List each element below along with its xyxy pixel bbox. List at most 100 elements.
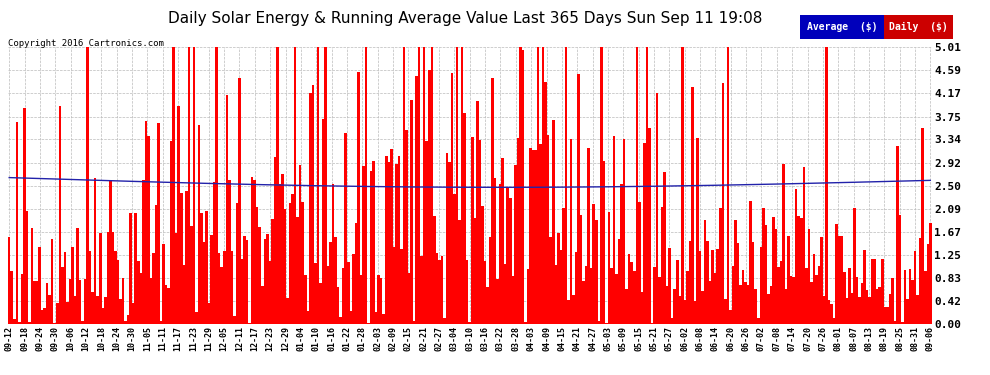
Bar: [423, 47, 426, 324]
Bar: [671, 318, 673, 324]
Bar: [613, 136, 615, 324]
Bar: [787, 236, 790, 324]
Bar: [387, 162, 390, 324]
Bar: [623, 139, 626, 324]
Bar: [572, 295, 575, 324]
Bar: [271, 219, 273, 324]
Bar: [18, 322, 21, 324]
Bar: [167, 288, 170, 324]
Bar: [154, 205, 157, 324]
Bar: [549, 237, 552, 324]
Bar: [109, 181, 112, 324]
Bar: [917, 295, 919, 324]
Bar: [496, 279, 499, 324]
Bar: [792, 277, 795, 324]
Bar: [26, 211, 28, 324]
Bar: [180, 193, 182, 324]
Bar: [658, 277, 660, 324]
Bar: [673, 290, 676, 324]
Bar: [46, 283, 49, 324]
Bar: [863, 250, 866, 324]
Bar: [544, 82, 546, 324]
Bar: [132, 303, 135, 324]
Bar: [317, 47, 319, 324]
Text: Copyright 2016 Cartronics.com: Copyright 2016 Cartronics.com: [8, 39, 163, 48]
Bar: [41, 310, 44, 324]
Bar: [810, 282, 813, 324]
Bar: [213, 182, 216, 324]
Bar: [468, 322, 471, 324]
Bar: [929, 223, 932, 324]
Bar: [332, 184, 335, 324]
Bar: [780, 261, 782, 324]
Bar: [446, 153, 448, 324]
Bar: [164, 285, 167, 324]
Bar: [848, 268, 850, 324]
Bar: [44, 308, 46, 324]
Bar: [712, 250, 714, 324]
Bar: [114, 251, 117, 324]
Bar: [145, 122, 148, 324]
Bar: [540, 144, 542, 324]
Bar: [327, 266, 330, 324]
Bar: [719, 208, 722, 324]
Bar: [845, 298, 848, 324]
Bar: [855, 277, 858, 324]
Bar: [598, 321, 600, 324]
Bar: [843, 272, 845, 324]
Bar: [818, 266, 821, 324]
Bar: [104, 297, 107, 324]
Bar: [31, 228, 34, 324]
Bar: [575, 252, 577, 324]
Bar: [299, 165, 302, 324]
Bar: [714, 273, 717, 324]
Bar: [559, 250, 562, 324]
Bar: [896, 146, 899, 324]
Bar: [125, 321, 127, 324]
Bar: [600, 47, 603, 324]
Bar: [362, 166, 364, 324]
Bar: [218, 253, 221, 324]
Bar: [86, 47, 89, 324]
Bar: [889, 294, 891, 324]
Bar: [590, 268, 592, 324]
Bar: [177, 106, 180, 324]
Bar: [453, 194, 455, 324]
Bar: [815, 275, 818, 324]
Bar: [102, 308, 104, 324]
Bar: [866, 290, 868, 324]
Bar: [309, 93, 312, 324]
Bar: [244, 236, 246, 324]
Bar: [296, 217, 299, 324]
Text: Average  ($): Average ($): [807, 22, 877, 32]
Bar: [223, 251, 226, 324]
Bar: [701, 291, 704, 324]
Bar: [380, 278, 382, 324]
Bar: [162, 244, 164, 324]
Bar: [56, 303, 58, 324]
Bar: [660, 207, 663, 324]
Bar: [704, 220, 707, 324]
Bar: [686, 271, 689, 324]
Bar: [749, 201, 752, 324]
Bar: [241, 260, 244, 324]
Bar: [405, 130, 408, 324]
Bar: [831, 304, 833, 324]
Bar: [757, 318, 759, 324]
Bar: [312, 85, 314, 324]
Bar: [175, 232, 177, 324]
Bar: [894, 321, 896, 324]
Bar: [170, 141, 172, 324]
Bar: [546, 135, 549, 324]
Bar: [636, 47, 638, 324]
Bar: [775, 229, 777, 324]
Bar: [727, 47, 730, 324]
Bar: [210, 235, 213, 324]
Bar: [96, 296, 99, 324]
Bar: [752, 242, 754, 324]
Bar: [767, 294, 769, 324]
Bar: [13, 320, 16, 324]
Bar: [61, 267, 63, 324]
Bar: [261, 286, 263, 324]
Bar: [36, 281, 39, 324]
